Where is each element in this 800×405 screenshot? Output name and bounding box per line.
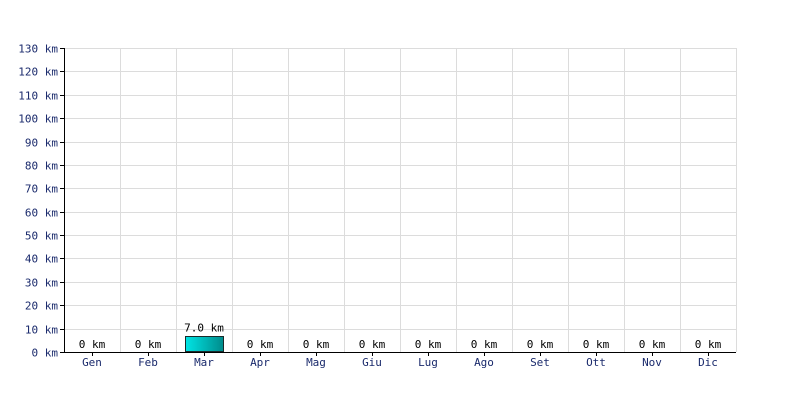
data-label-apr: 0 km [247,338,274,351]
y-tick-label: 110 km [18,90,58,103]
data-label-ago: 0 km [471,338,498,351]
y-tick-label: 50 km [25,230,58,243]
y-tick-label: 20 km [25,300,58,313]
labels: 0 km 0 km 7.0 km 0 km 0 km 0 km 0 km 0 km 0 km 0 … [18,43,721,370]
x-tick-label-gen: Gen [82,356,102,369]
x-tick-label-nov: Nov [642,356,662,369]
y-tick-label: 0 km [32,347,59,360]
bar-mar [185,336,224,352]
data-label-lug: 0 km [415,338,442,351]
x-tick-label-feb: Feb [138,356,158,369]
y-tick-label: 100 km [18,113,58,126]
x-tick-label-giu: Giu [362,356,382,369]
y-tick-label: 10 km [25,324,58,337]
x-tick-label-set: Set [530,356,550,369]
x-tick-label-mag: Mag [306,356,326,369]
data-label-gen: 0 km [79,338,106,351]
x-tick-label-ott: Ott [586,356,606,369]
data-label-giu: 0 km [359,338,386,351]
x-tick-label-mar: Mar [194,356,214,369]
data-label-dic: 0 km [695,338,722,351]
data-label-set: 0 km [527,338,554,351]
y-tick-label: 90 km [25,137,58,150]
y-tick-label: 60 km [25,207,58,220]
bars [185,336,224,352]
y-tick-label: 40 km [25,253,58,266]
y-tick-label: 120 km [18,66,58,79]
y-tick-label: 70 km [25,183,58,196]
x-tick-label-apr: Apr [250,356,270,369]
y-tick-label: 130 km [18,43,58,56]
x-tick-label-lug: Lug [418,356,438,369]
data-label-mar: 7.0 km [184,322,224,335]
grid [64,48,737,353]
data-label-nov: 0 km [639,338,666,351]
x-tick-label-dic: Dic [698,356,718,369]
axes [60,48,736,356]
data-label-ott: 0 km [583,338,610,351]
y-tick-label: 80 km [25,160,58,173]
x-tick-label-ago: Ago [474,356,494,369]
data-label-feb: 0 km [135,338,162,351]
data-label-mag: 0 km [303,338,330,351]
y-tick-label: 30 km [25,277,58,290]
